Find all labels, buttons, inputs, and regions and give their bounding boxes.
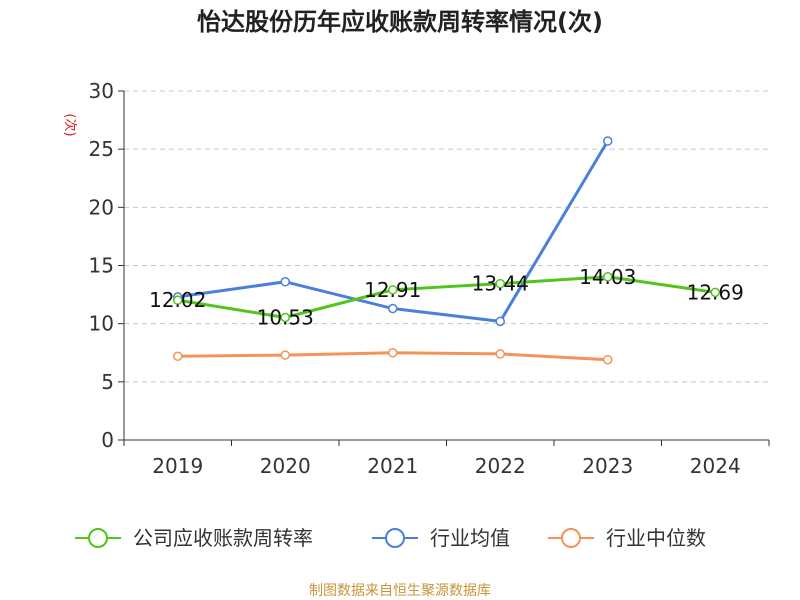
source-note: 制图数据来自恒生聚源数据库: [309, 583, 491, 599]
legend-label: 行业均值: [430, 526, 510, 550]
data-point: [710, 287, 720, 298]
y-tick-label: 0: [101, 428, 114, 452]
data-point: [495, 316, 505, 327]
y-tick-label: 30: [89, 79, 114, 103]
y-tick-label: 15: [89, 254, 114, 278]
y-tick-label: 20: [89, 195, 114, 219]
x-tick-label: 2019: [152, 454, 203, 478]
legend-marker: [88, 528, 108, 548]
data-point: [280, 277, 290, 287]
data-point: [280, 312, 290, 323]
x-tick-label: 2024: [690, 454, 741, 478]
data-point: [603, 272, 613, 282]
series-layer: [173, 136, 720, 365]
data-label: 10.53: [257, 306, 314, 330]
data-labels: 12.02 10.53 12.91 13.44 14.03 12.69: [149, 265, 744, 330]
legend-label: 行业中位数: [606, 526, 706, 550]
data-point: [388, 285, 398, 295]
legend-marker: [561, 528, 581, 548]
y-axis-label: (次): [62, 113, 78, 136]
legend-marker: [385, 528, 405, 548]
data-point: [173, 295, 183, 305]
legend-item-1: 行业均值: [372, 526, 510, 550]
x-tick-label: 2021: [367, 454, 418, 478]
y-tick-label: 25: [89, 137, 114, 161]
data-label: 12.02: [149, 288, 206, 312]
legend-label: 公司应收账款周转率: [133, 526, 313, 550]
x-tick-label: 2020: [260, 454, 311, 478]
data-point: [388, 303, 398, 314]
data-label: 14.03: [579, 265, 636, 289]
series-line-0: [177, 275, 716, 320]
data-label: 12.69: [687, 280, 744, 304]
data-point: [280, 350, 290, 360]
x-tick-label: 2022: [475, 454, 526, 478]
data-label: 13.44: [472, 272, 529, 296]
chart-title: 怡达股份历年应收账款周转率情况(次): [197, 8, 603, 36]
data-point: [388, 348, 398, 358]
axes: 0 5 10 15 20 25 30 2019 2020 2021 2022 2023 2024: [89, 79, 770, 478]
grid: [124, 90, 769, 383]
y-tick-label: 5: [101, 370, 114, 394]
data-point: [173, 351, 183, 361]
data-point: [495, 278, 505, 289]
data-point: [603, 354, 613, 365]
data-point: [495, 349, 505, 359]
y-tick-label: 10: [89, 312, 114, 336]
legend: 公司应收账款周转率 行业均值 行业中位数: [75, 526, 706, 550]
x-tick-label: 2023: [582, 454, 633, 478]
data-point: [603, 136, 613, 146]
data-label: 12.91: [364, 278, 421, 302]
legend-item-2: 行业中位数: [548, 526, 706, 550]
legend-item-0: 公司应收账款周转率: [75, 526, 313, 550]
